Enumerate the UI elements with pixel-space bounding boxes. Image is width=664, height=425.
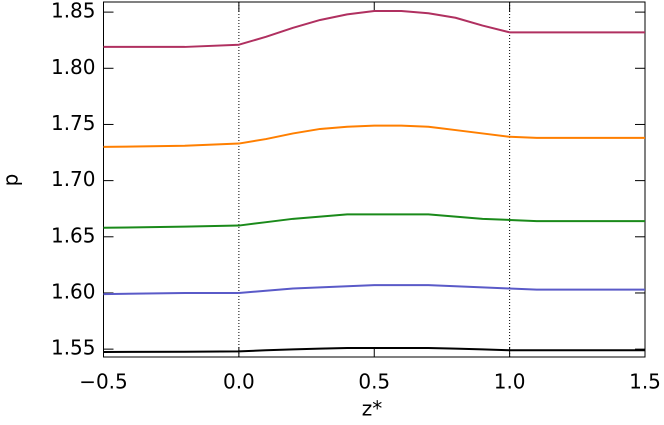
x-tick-label: 1.5 bbox=[629, 370, 661, 394]
y-tick-label: 1.80 bbox=[51, 55, 96, 79]
data-line bbox=[103, 124, 645, 148]
y-tick-label: 1.70 bbox=[51, 167, 96, 191]
y-tick-label: 1.60 bbox=[51, 279, 96, 303]
plot-frame bbox=[103, 1, 646, 358]
y-tick-label: 1.55 bbox=[51, 336, 96, 360]
y-tick-label: 1.85 bbox=[51, 0, 96, 23]
y-tick-label: 1.75 bbox=[51, 111, 96, 135]
x-tick-label: 0.0 bbox=[223, 370, 255, 394]
data-line bbox=[103, 9, 645, 48]
data-line bbox=[103, 347, 645, 353]
x-tick-label: 0.5 bbox=[358, 370, 390, 394]
x-axis-label: z* bbox=[362, 397, 383, 421]
y-tick-label: 1.65 bbox=[51, 223, 96, 247]
x-tick-label: 1.0 bbox=[494, 370, 526, 394]
data-line bbox=[103, 284, 645, 296]
data-line bbox=[103, 213, 645, 229]
x-tick-label: −0.5 bbox=[79, 370, 128, 394]
y-axis-label: p bbox=[0, 174, 23, 187]
